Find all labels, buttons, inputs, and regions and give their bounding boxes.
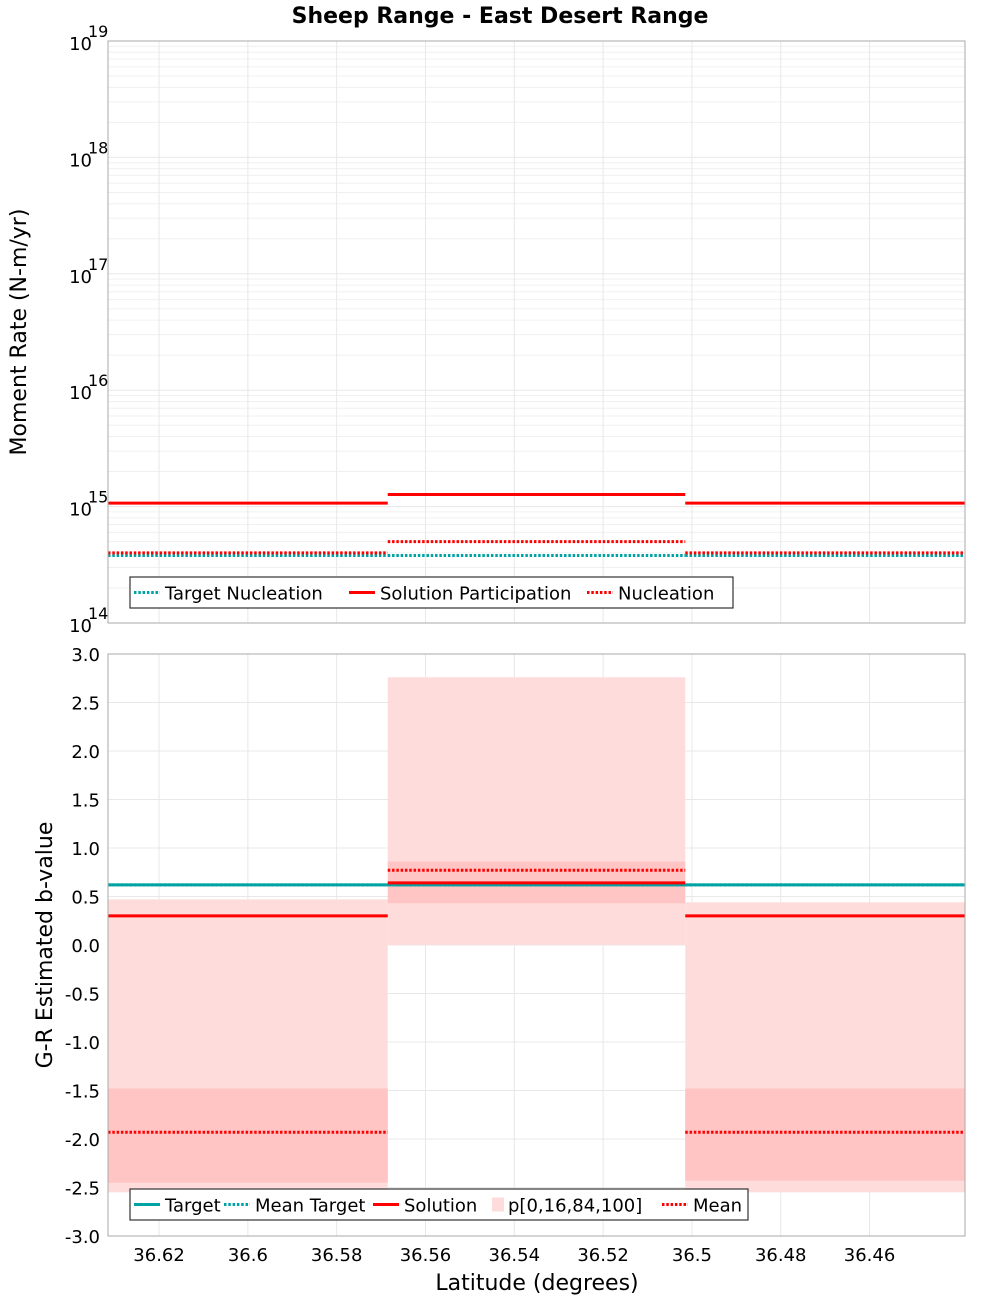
- x-tick-label: 36.62: [133, 1245, 185, 1266]
- top-y-tick-label: 10: [69, 150, 92, 171]
- percentile-band-outer: [387, 677, 686, 945]
- top-y-tick-exponent: 17: [88, 255, 108, 274]
- x-tick-label: 36.46: [844, 1245, 896, 1266]
- bottom-y-axis-label: G-R Estimated b-value: [33, 822, 58, 1069]
- bottom-y-tick-label: -2.5: [65, 1179, 100, 1200]
- bottom-y-tick-label: 0.0: [71, 936, 100, 957]
- bottom-y-tick-label: -2.0: [65, 1130, 100, 1151]
- top-y-tick-exponent: 19: [88, 22, 108, 41]
- top-plot-frame: [107, 40, 966, 624]
- bottom-y-tick-label: 1.5: [71, 791, 100, 812]
- top-y-tick-exponent: 15: [88, 488, 108, 507]
- bottom-legend-label: Mean Target: [255, 1196, 365, 1217]
- x-tick-label: 36.5: [672, 1245, 712, 1266]
- bottom-legend-label: Mean: [693, 1196, 742, 1217]
- x-tick-label: 36.54: [489, 1245, 541, 1266]
- x-tick-label: 36.6: [228, 1245, 268, 1266]
- top-y-tick-exponent: 18: [88, 138, 108, 157]
- top-y-tick-label: 10: [69, 500, 92, 521]
- bottom-legend-swatch: [492, 1197, 504, 1212]
- bottom-y-tick-label: 0.5: [71, 888, 100, 909]
- bottom-y-tick-label: -0.5: [65, 985, 100, 1006]
- top-y-tick-exponent: 16: [88, 371, 108, 390]
- top-y-axis-label: Moment Rate (N-m/yr): [7, 209, 32, 456]
- top-y-tick-exponent: 14: [88, 604, 108, 623]
- top-legend-box: [129, 576, 734, 609]
- x-axis-label: Latitude (degrees): [435, 1271, 638, 1296]
- top-y-tick-label: 10: [69, 616, 92, 637]
- bottom-plot-frame: [107, 653, 966, 1237]
- percentile-band-inner: [108, 1088, 388, 1183]
- bottom-y-tick-label: 1.0: [71, 839, 100, 860]
- x-tick-label: 36.48: [755, 1245, 807, 1266]
- x-tick-label: 36.58: [311, 1245, 363, 1266]
- top-plot-area: [108, 41, 965, 623]
- bottom-y-tick-label: 2.0: [71, 742, 100, 763]
- bottom-legend-label: Target: [164, 1196, 221, 1217]
- x-tick-label: 36.52: [577, 1245, 629, 1266]
- bottom-y-tick-label: 2.5: [71, 694, 100, 715]
- top-y-tick-label: 10: [69, 34, 92, 55]
- top-legend-label: Solution Participation: [380, 584, 571, 605]
- x-tick-label: 36.56: [400, 1245, 452, 1266]
- top-y-tick-label: 10: [69, 383, 92, 404]
- bottom-y-tick-label: -3.0: [65, 1227, 100, 1248]
- chart-title: Sheep Range - East Desert Range: [292, 4, 709, 29]
- top-legend-label: Nucleation: [618, 584, 714, 605]
- percentile-band-inner: [685, 1088, 965, 1181]
- bottom-legend-label: Solution: [404, 1196, 477, 1217]
- bottom-y-tick-label: -1.0: [65, 1033, 100, 1054]
- bottom-panel: 3.0 2.5 2.0 1.5 1.0 0.5 0.0 -0.5 -1.0 -1.5 -2.0 -2.…: [65, 645, 966, 1266]
- bottom-y-tick-label: 3.0: [71, 645, 100, 666]
- bottom-y-tick-label: -1.5: [65, 1082, 100, 1103]
- top-legend-label: Target Nucleation: [164, 584, 323, 605]
- bottom-legend-label: p[0,16,84,100]: [508, 1196, 642, 1217]
- top-y-tick-label: 10: [69, 267, 92, 288]
